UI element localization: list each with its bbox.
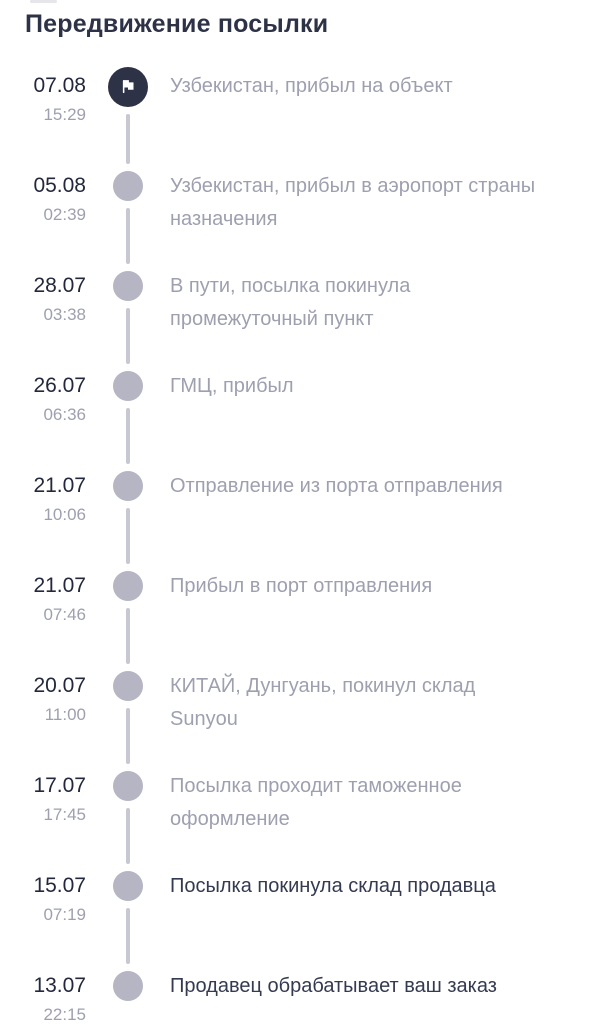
timeline-connector-line: [126, 708, 130, 764]
timeline-event-row: 26.07 06:36 ГМЦ, прибыл: [0, 360, 603, 464]
event-description: Посылка проходит таможенное оформление: [170, 775, 462, 830]
timeline-event-row: 17.07 17:45 Посылка проходит таможенное …: [0, 760, 603, 864]
event-datetime: 26.07 06:36: [0, 360, 86, 460]
event-datetime: 05.08 02:39: [0, 160, 86, 260]
event-date: 13.07: [33, 974, 86, 997]
event-description: Продавец обрабатывает ваш заказ: [170, 975, 497, 997]
timeline-event-row: 28.07 03:38 В пути, посылка покинула про…: [0, 260, 603, 364]
timeline-connector-line: [126, 808, 130, 864]
event-datetime: 17.07 17:45: [0, 760, 86, 860]
timeline-dot-icon: [113, 671, 143, 701]
event-date: 21.07: [33, 474, 86, 497]
event-date: 20.07: [33, 674, 86, 697]
timeline-dot-icon: [113, 371, 143, 401]
event-time: 17:45: [43, 805, 86, 824]
event-time: 15:29: [43, 105, 86, 124]
event-date: 26.07: [33, 374, 86, 397]
timeline-marker: [86, 560, 170, 664]
event-time: 10:06: [43, 505, 86, 524]
event-time: 07:19: [43, 905, 86, 924]
timeline-marker: [86, 860, 170, 964]
timeline-connector-line: [126, 114, 130, 164]
timeline-event-row: 20.07 11:00 КИТАЙ, Дунгуань, покинул скл…: [0, 660, 603, 764]
event-description: КИТАЙ, Дунгуань, покинул склад Sunyou: [170, 675, 476, 730]
timeline-marker: [86, 660, 170, 764]
timeline-connector-line: [126, 408, 130, 464]
event-datetime: 21.07 07:46: [0, 560, 86, 660]
timeline-dot-icon: [113, 471, 143, 501]
timeline-event-row: 21.07 07:46 Прибыл в порт отправления: [0, 560, 603, 664]
timeline-dot-icon: [113, 771, 143, 801]
event-date: 05.08: [33, 174, 86, 197]
event-description: Прибыл в порт отправления: [170, 575, 433, 597]
timeline-event-row: 15.07 07:19 Посылка покинула склад прода…: [0, 860, 603, 964]
event-date: 17.07: [33, 774, 86, 797]
timeline-dot-icon: [113, 971, 143, 1001]
event-description: ГМЦ, прибыл: [170, 375, 294, 397]
event-date: 28.07: [33, 274, 86, 297]
timeline-dot-icon: [113, 171, 143, 201]
timeline-event-row: 21.07 10:06 Отправление из порта отправл…: [0, 460, 603, 564]
timeline-connector-line: [126, 508, 130, 564]
flag-icon: [108, 67, 148, 107]
timeline-marker: [86, 260, 170, 364]
event-date: 07.08: [33, 74, 86, 97]
event-time: 02:39: [43, 205, 86, 224]
event-date: 21.07: [33, 574, 86, 597]
timeline-connector-line: [126, 908, 130, 964]
event-datetime: 28.07 03:38: [0, 260, 86, 360]
event-datetime: 20.07 11:00: [0, 660, 86, 760]
top-edge-artifact: [30, 0, 57, 3]
event-datetime: 21.07 10:06: [0, 460, 86, 560]
timeline-connector-line: [126, 308, 130, 364]
timeline-marker: [86, 760, 170, 864]
timeline-marker: [86, 960, 170, 1024]
timeline-dot-icon: [113, 871, 143, 901]
event-datetime: 13.07 22:15: [0, 960, 86, 1024]
timeline-marker: [86, 360, 170, 464]
tracking-timeline: 07.08 15:29 Узбекистан, прибыл на объект…: [0, 60, 603, 1024]
event-description: Посылка покинула склад продавца: [170, 875, 496, 897]
timeline-event-row: 07.08 15:29 Узбекистан, прибыл на объект: [0, 60, 603, 164]
event-date: 15.07: [33, 874, 86, 897]
event-time: 22:15: [43, 1005, 86, 1024]
timeline-dot-icon: [113, 271, 143, 301]
event-datetime: 07.08 15:29: [0, 60, 86, 160]
timeline-marker: [86, 460, 170, 564]
event-description: Узбекистан, прибыл на объект: [170, 75, 453, 97]
timeline-marker: [86, 60, 170, 164]
timeline-event-row: 05.08 02:39 Узбекистан, прибыл в аэропор…: [0, 160, 603, 264]
event-time: 11:00: [44, 705, 86, 724]
timeline-marker: [86, 160, 170, 264]
event-description: Отправление из порта отправления: [170, 475, 503, 497]
event-time: 06:36: [43, 405, 86, 424]
event-datetime: 15.07 07:19: [0, 860, 86, 960]
timeline-dot-icon: [113, 571, 143, 601]
timeline-event-row: 13.07 22:15 Продавец обрабатывает ваш за…: [0, 960, 603, 1024]
timeline-connector-line: [126, 608, 130, 664]
event-description: В пути, посылка покинула промежуточный п…: [170, 275, 411, 330]
timeline-connector-line: [126, 208, 130, 264]
event-description: Узбекистан, прибыл в аэропорт страны наз…: [170, 175, 536, 230]
event-time: 07:46: [43, 605, 86, 624]
event-time: 03:38: [43, 305, 86, 324]
page-title: Передвижение посылки: [25, 10, 329, 38]
